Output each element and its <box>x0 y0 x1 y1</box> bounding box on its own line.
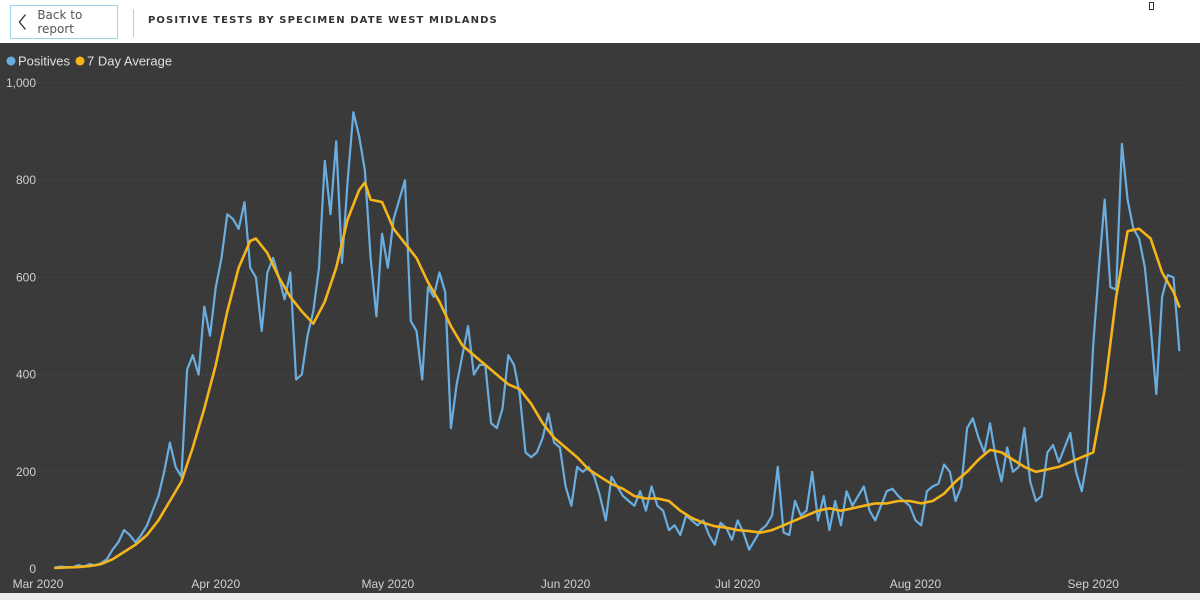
chevron-left-icon <box>18 14 26 30</box>
back-to-report-button[interactable]: Back to report <box>10 5 118 39</box>
minimize-icon[interactable] <box>1137 0 1165 12</box>
x-tick-label: Sep 2020 <box>1068 577 1120 591</box>
y-tick-label: 200 <box>16 465 36 479</box>
y-axis: 0 200 400 600 800 1,000 <box>6 76 36 576</box>
legend-marker <box>75 56 85 66</box>
y-tick-label: 600 <box>16 270 36 284</box>
y-tick-label: 0 <box>29 562 36 576</box>
x-tick-label: Aug 2020 <box>890 577 942 591</box>
chart-area: Positives 7 Day Average 0 200 400 600 800 1,00… <box>0 43 1200 593</box>
report-header: Back to report POSITIVE TESTS BY SPECIME… <box>0 0 1200 43</box>
x-tick-label: May 2020 <box>361 577 414 591</box>
page-title: POSITIVE TESTS BY SPECIMEN DATE WEST MID… <box>148 15 498 26</box>
legend-label: Positives <box>18 54 71 69</box>
x-tick-label: Jun 2020 <box>541 577 591 591</box>
x-tick-label: Jul 2020 <box>715 577 761 591</box>
seven-day-average-line <box>53 181 1181 570</box>
gridlines <box>38 82 1185 473</box>
bottom-strip <box>0 593 1200 600</box>
back-button-label: Back to report <box>37 8 83 36</box>
chart-legend: Positives 7 Day Average <box>6 54 172 69</box>
x-tick-label: Mar 2020 <box>13 577 64 591</box>
series-lines <box>53 111 1181 570</box>
x-tick-label: Apr 2020 <box>191 577 240 591</box>
header-divider <box>133 9 134 37</box>
legend-label: 7 Day Average <box>87 54 172 69</box>
legend-marker <box>6 56 16 66</box>
y-tick-label: 400 <box>16 368 36 382</box>
y-tick-label: 800 <box>16 173 36 187</box>
line-chart: Positives 7 Day Average 0 200 400 600 800 1,00… <box>6 54 1185 591</box>
x-axis: Mar 2020 Apr 2020 May 2020 Jun 2020 Jul 2020… <box>13 577 1120 591</box>
y-tick-label: 1,000 <box>6 76 36 90</box>
